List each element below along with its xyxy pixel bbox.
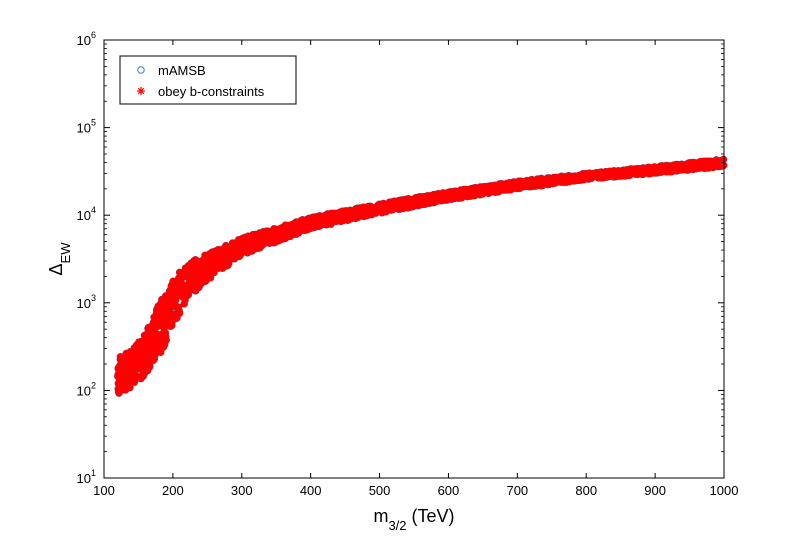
- data-point-obey-b-constraints: [169, 300, 177, 308]
- data-point-obey-b-constraints: [176, 268, 184, 276]
- data-point-obey-b-constraints: [144, 324, 152, 332]
- data-point-obey-b-constraints: [174, 303, 182, 311]
- data-point-obey-b-constraints: [303, 215, 311, 223]
- data-point-obey-b-constraints: [203, 254, 211, 262]
- data-point-obey-b-constraints: [156, 343, 164, 351]
- data-point-obey-b-constraints: [174, 279, 182, 287]
- data-point-obey-b-constraints: [140, 367, 148, 374]
- data-point-obey-b-constraints: [495, 181, 503, 189]
- data-point-obey-b-constraints: [155, 318, 163, 326]
- data-point-obey-b-constraints: [150, 355, 158, 363]
- data-point-obey-b-constraints: [145, 361, 153, 369]
- data-point-obey-b-constraints: [157, 348, 165, 356]
- data-point-obey-b-constraints: [207, 274, 215, 282]
- scatter-points: [114, 155, 728, 397]
- data-point-obey-b-constraints: [172, 314, 180, 322]
- data-point-obey-b-constraints: [154, 337, 162, 345]
- data-point-obey-b-constraints: [470, 186, 478, 193]
- data-point-obey-b-constraints: [190, 265, 198, 273]
- data-point-obey-b-constraints: [719, 159, 727, 167]
- data-point-obey-b-constraints: [346, 206, 354, 214]
- data-point-obey-b-constraints: [229, 245, 237, 253]
- data-point-obey-b-constraints: [178, 274, 186, 282]
- data-point-obey-b-constraints: [161, 329, 169, 337]
- data-point-obey-b-constraints: [159, 301, 167, 309]
- data-point-obey-b-constraints: [183, 270, 191, 277]
- data-point-obey-b-constraints: [145, 348, 153, 356]
- data-point-obey-b-constraints: [150, 344, 158, 352]
- data-point-obey-b-constraints: [222, 247, 230, 255]
